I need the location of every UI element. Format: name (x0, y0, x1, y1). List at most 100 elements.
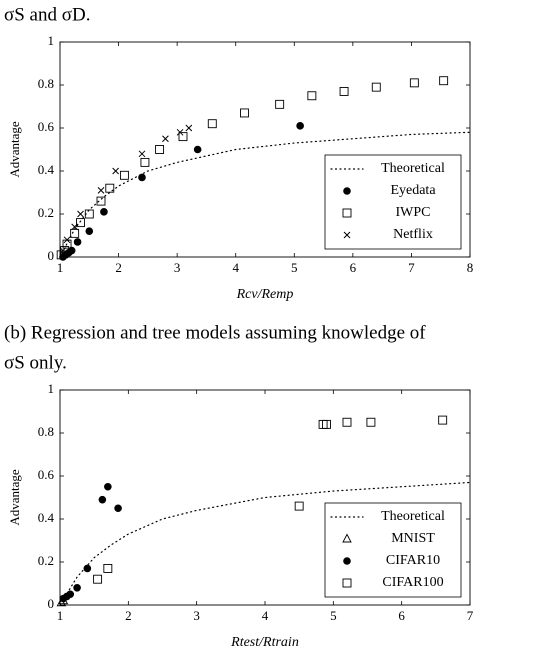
y-tick-label: 0.6 (38, 119, 55, 134)
legend (324, 502, 462, 598)
point (140, 157, 150, 167)
point (59, 247, 67, 254)
point (76, 218, 85, 228)
point (366, 417, 376, 427)
point (155, 145, 165, 154)
x-tick-label: 4 (262, 608, 269, 623)
y-tick-label: 0.4 (38, 162, 55, 177)
y-tick-label: 0.2 (38, 205, 54, 220)
legend-label: IWPC (396, 205, 431, 220)
legend-label: CIFAR10 (386, 553, 440, 568)
point (70, 228, 80, 238)
point (138, 173, 146, 182)
y-axis-label: Advantage (7, 121, 22, 178)
point (207, 119, 217, 129)
point (185, 124, 193, 132)
legend-swatch (343, 557, 351, 565)
point (114, 504, 122, 513)
point (296, 122, 304, 130)
point (67, 246, 76, 255)
x-tick-label: 7 (408, 260, 415, 275)
x-tick-label: 4 (232, 260, 239, 275)
x-tick-label: 2 (115, 260, 122, 275)
y-tick-label: 0.6 (38, 467, 55, 482)
point (339, 86, 349, 96)
x-tick-label: 3 (174, 260, 181, 275)
caption: σS and σD. (4, 4, 90, 25)
point (104, 482, 112, 491)
x-axis-label: Rtest/Rtrain (230, 635, 299, 648)
y-tick-label: 0 (48, 596, 55, 611)
theory-line (59, 481, 471, 606)
point (322, 419, 331, 429)
point (60, 246, 70, 256)
point (63, 236, 71, 244)
plot-frame (59, 41, 471, 258)
y-tick-label: 0.8 (38, 76, 54, 91)
point (77, 210, 84, 218)
point (119, 170, 129, 180)
caption: σS only. (4, 352, 67, 373)
point (83, 564, 92, 573)
x-tick-label: 6 (350, 260, 357, 275)
point (275, 99, 285, 109)
y-tick-label: 0.2 (38, 553, 54, 568)
legend-label: Theoretical (381, 161, 445, 176)
x-tick-label: 1 (57, 608, 64, 623)
point (193, 145, 202, 154)
point (98, 495, 107, 504)
point (73, 584, 81, 592)
legend-swatch (342, 578, 352, 588)
legend-label: CIFAR100 (382, 575, 443, 590)
legend-swatch (343, 187, 351, 195)
y-axis-label: Advantage (7, 469, 22, 526)
point (371, 82, 381, 92)
point (84, 209, 94, 219)
point (439, 76, 449, 86)
point (66, 590, 75, 599)
x-tick-label: 2 (125, 608, 132, 623)
legend-swatch (342, 533, 352, 543)
x-tick-label: 5 (291, 260, 298, 275)
x-axis-label: Rcv/Remp (236, 287, 294, 302)
legend-swatch (343, 231, 351, 239)
point (100, 208, 108, 216)
legend-swatch (342, 208, 352, 218)
point (178, 132, 188, 142)
legend (324, 154, 462, 250)
caption: (b) Regression and tree models assuming … (4, 322, 426, 343)
point (103, 564, 113, 573)
theory-line (59, 131, 471, 258)
point (93, 574, 103, 584)
x-tick-label: 7 (467, 608, 474, 623)
point (307, 91, 317, 101)
point (294, 501, 304, 511)
legend-label: MNIST (391, 531, 435, 546)
legend-label: Theoretical (381, 509, 445, 524)
point (112, 167, 119, 175)
y-tick-label: 1 (48, 381, 55, 396)
point (240, 108, 249, 118)
legend-label: Eyedata (390, 183, 436, 198)
point (105, 183, 115, 193)
y-tick-label: 1 (48, 33, 55, 48)
y-tick-label: 0.4 (38, 510, 55, 525)
point (85, 227, 94, 235)
legend-label: Netflix (393, 227, 433, 242)
plot-frame (59, 389, 471, 606)
y-tick-label: 0 (48, 248, 55, 263)
point (71, 223, 78, 231)
point (409, 78, 419, 88)
x-tick-label: 5 (330, 608, 337, 623)
point (438, 415, 448, 425)
point (162, 135, 169, 143)
point (97, 186, 105, 194)
x-tick-label: 8 (467, 260, 474, 275)
x-tick-label: 6 (398, 608, 405, 623)
point (342, 417, 352, 427)
point (73, 238, 82, 246)
point (318, 419, 328, 429)
point (138, 150, 146, 158)
y-tick-label: 0.8 (38, 424, 54, 439)
